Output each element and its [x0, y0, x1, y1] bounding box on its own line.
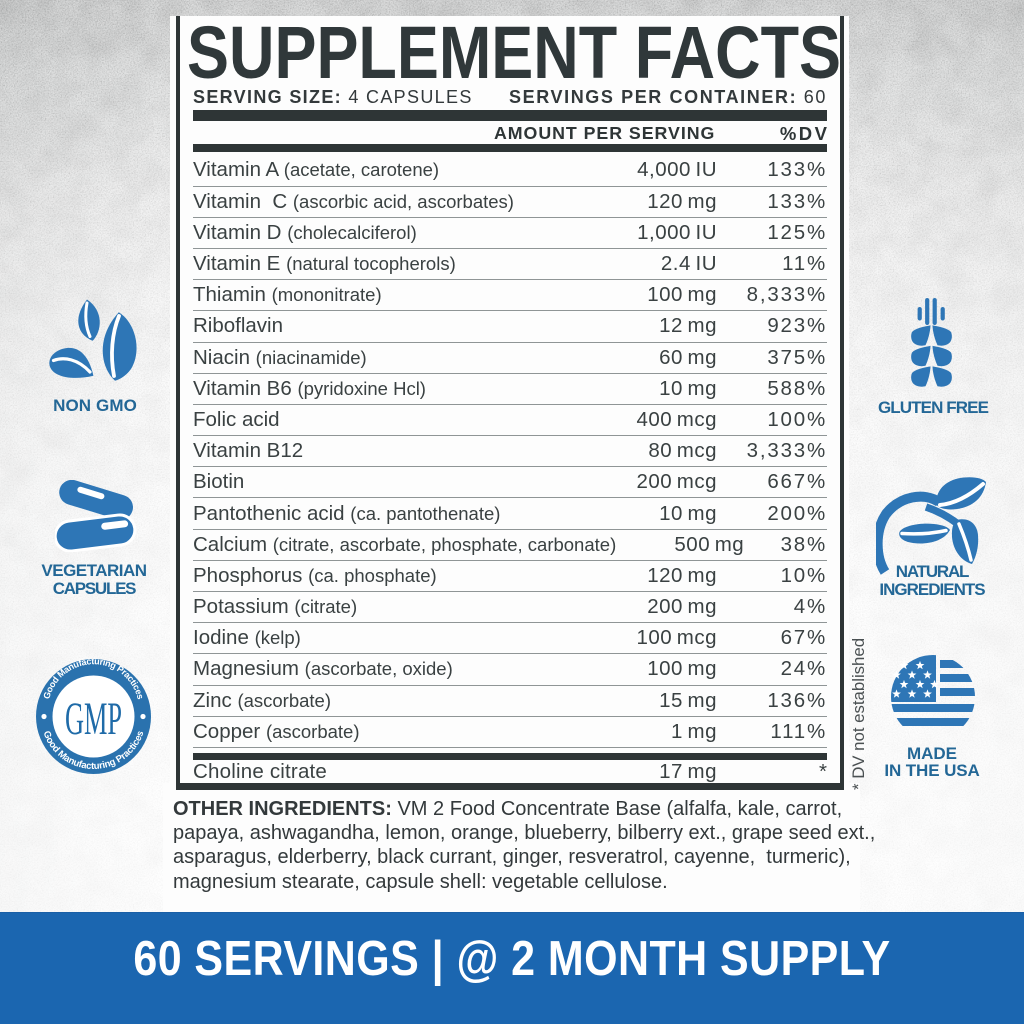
svg-text:GMP: GMP: [65, 693, 122, 745]
